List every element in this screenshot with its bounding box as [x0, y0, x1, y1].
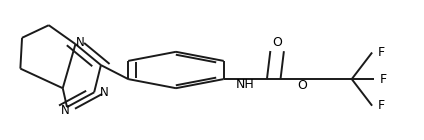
- Text: O: O: [272, 36, 282, 49]
- Text: F: F: [378, 46, 385, 59]
- Text: F: F: [378, 99, 385, 112]
- Text: F: F: [380, 73, 387, 86]
- Text: N: N: [76, 36, 85, 48]
- Text: N: N: [100, 86, 109, 99]
- Text: NH: NH: [235, 78, 254, 91]
- Text: N: N: [61, 104, 69, 117]
- Text: O: O: [298, 79, 307, 92]
